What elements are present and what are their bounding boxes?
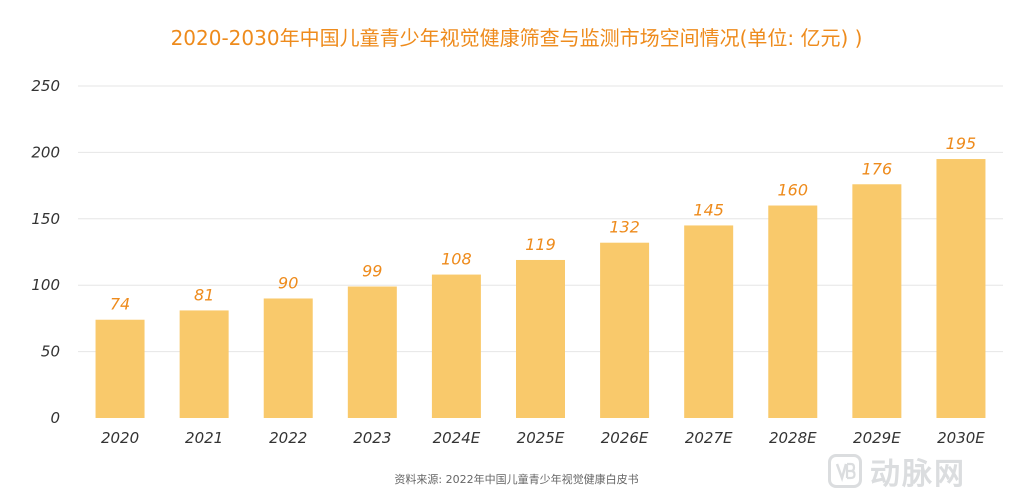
data-label: 160 — [777, 181, 808, 200]
bar — [600, 242, 650, 418]
data-label: 176 — [862, 159, 893, 178]
x-tick-label: 2027E — [685, 429, 733, 447]
data-label: 99 — [362, 262, 382, 281]
bar — [768, 205, 818, 418]
x-tick-label: 2026E — [601, 429, 649, 447]
bar — [684, 225, 734, 418]
vb-logo-icon — [828, 454, 862, 488]
x-tick-label: 2023 — [353, 429, 391, 447]
bar — [95, 319, 145, 418]
x-tick-label: 2020 — [101, 429, 139, 447]
data-label: 145 — [693, 200, 724, 219]
bar — [516, 259, 565, 418]
bar — [431, 274, 481, 418]
data-label: 195 — [946, 134, 977, 153]
x-tick-label: 2021 — [185, 429, 223, 447]
y-tick-label: 150 — [31, 210, 60, 228]
data-label: 119 — [525, 235, 556, 254]
x-tick-label: 2028E — [769, 429, 817, 447]
data-label: 108 — [441, 250, 472, 269]
y-tick-label: 100 — [31, 276, 60, 294]
y-tick-label: 200 — [31, 143, 60, 161]
data-label: 74 — [110, 295, 130, 314]
x-tick-label: 2029E — [853, 429, 901, 447]
chart-title: 2020-2030年中国儿童青少年视觉健康筛查与监测市场空间情况(单位: 亿元)… — [170, 26, 863, 50]
watermark: 动脉网 — [828, 451, 966, 492]
y-tick-label: 250 — [31, 77, 60, 95]
source-note: 资料来源: 2022年中国儿童青少年视觉健康白皮书 — [394, 473, 639, 486]
data-label: 81 — [194, 285, 214, 304]
y-tick-label: 0 — [50, 409, 60, 427]
bar — [347, 286, 397, 418]
bar — [263, 298, 313, 418]
x-tick-label: 2022 — [269, 429, 307, 447]
bar — [936, 159, 986, 419]
watermark-text: 动脉网 — [870, 457, 966, 492]
y-tick-label: 50 — [41, 343, 60, 361]
x-tick-label: 2025E — [517, 429, 565, 447]
data-label: 132 — [609, 218, 640, 237]
x-tick-label: 2024E — [433, 429, 481, 447]
bar — [179, 310, 229, 418]
data-label: 90 — [278, 273, 298, 292]
x-tick-label: 2030E — [937, 429, 985, 447]
bar — [852, 184, 902, 418]
